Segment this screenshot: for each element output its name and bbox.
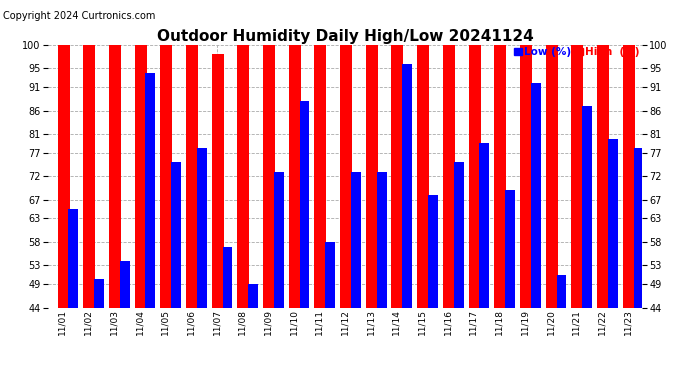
Bar bbox=[83, 45, 95, 375]
Legend: Low (%), High  (%): Low (%), High (%) bbox=[513, 46, 640, 58]
Bar bbox=[160, 45, 172, 375]
Bar bbox=[633, 148, 643, 375]
Bar bbox=[402, 64, 412, 375]
Bar bbox=[391, 45, 404, 375]
Bar bbox=[571, 45, 583, 375]
Title: Outdoor Humidity Daily High/Low 20241124: Outdoor Humidity Daily High/Low 20241124 bbox=[157, 29, 533, 44]
Bar bbox=[377, 172, 386, 375]
Bar bbox=[597, 45, 609, 375]
Bar bbox=[237, 45, 249, 375]
Bar bbox=[340, 45, 352, 375]
Bar bbox=[248, 284, 258, 375]
Bar bbox=[454, 162, 464, 375]
Bar bbox=[546, 45, 558, 375]
Bar bbox=[520, 45, 532, 375]
Bar bbox=[480, 144, 489, 375]
Bar bbox=[622, 45, 635, 375]
Bar bbox=[197, 148, 207, 375]
Bar bbox=[274, 172, 284, 375]
Bar bbox=[212, 54, 224, 375]
Bar bbox=[505, 190, 515, 375]
Bar bbox=[443, 45, 455, 375]
Bar bbox=[120, 261, 130, 375]
Bar bbox=[582, 106, 592, 375]
Bar bbox=[351, 172, 361, 375]
Bar bbox=[288, 45, 301, 375]
Bar bbox=[68, 209, 78, 375]
Bar bbox=[146, 73, 155, 375]
Bar bbox=[94, 279, 104, 375]
Text: Copyright 2024 Curtronics.com: Copyright 2024 Curtronics.com bbox=[3, 11, 156, 21]
Bar bbox=[469, 45, 480, 375]
Bar bbox=[531, 82, 541, 375]
Bar bbox=[315, 45, 326, 375]
Bar bbox=[186, 45, 198, 375]
Bar bbox=[109, 45, 121, 375]
Bar bbox=[135, 45, 146, 375]
Bar bbox=[608, 139, 618, 375]
Bar bbox=[299, 101, 309, 375]
Bar bbox=[171, 162, 181, 375]
Bar bbox=[325, 242, 335, 375]
Bar bbox=[57, 45, 70, 375]
Bar bbox=[557, 274, 566, 375]
Bar bbox=[428, 195, 438, 375]
Bar bbox=[223, 247, 233, 375]
Bar bbox=[417, 45, 429, 375]
Bar bbox=[494, 45, 506, 375]
Bar bbox=[366, 45, 378, 375]
Bar bbox=[263, 45, 275, 375]
